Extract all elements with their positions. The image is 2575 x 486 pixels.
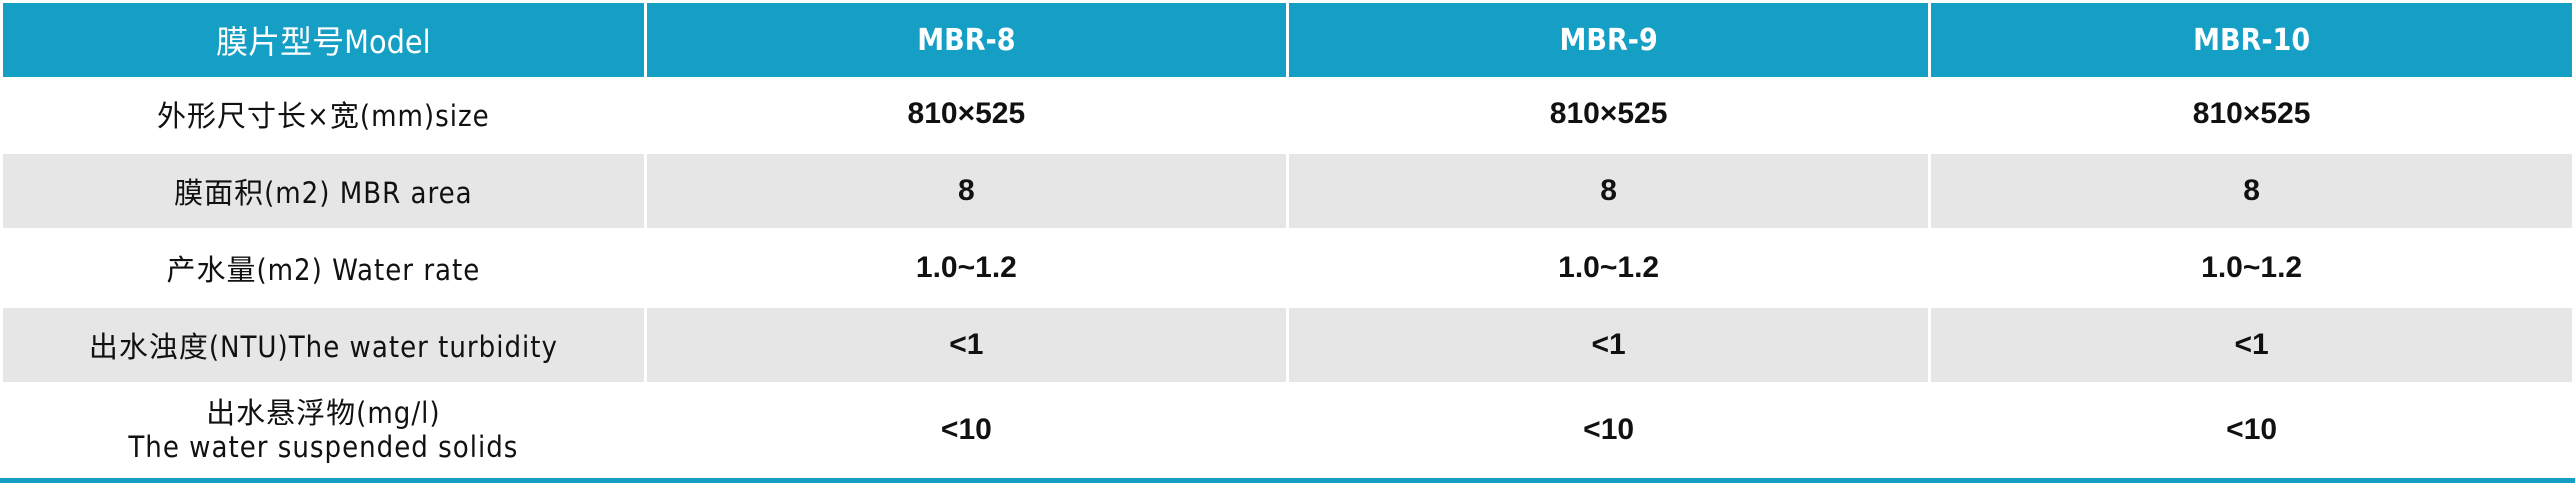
table-row: 出水悬浮物(mg/l) The water suspended solids <… <box>3 383 2572 475</box>
table-row: 产水量(m2) Water rate 1.0~1.2 1.0~1.2 1.0~1… <box>3 229 2572 307</box>
row-label: 出水悬浮物(mg/l) The water suspended solids <box>3 383 647 475</box>
row-label: 出水浊度(NTU)The water turbidity <box>3 305 647 385</box>
header-label: 膜片型号Model <box>3 3 647 77</box>
row-label-line2: The water suspended solids <box>128 430 519 464</box>
row-label: 膜面积(m2) MBR area <box>3 151 647 231</box>
row-label: 产水量(m2) Water rate <box>3 229 647 307</box>
table-row: 出水浊度(NTU)The water turbidity <1 <1 <1 <box>3 305 2572 385</box>
row-label: 外形尺寸长×宽(mm)size <box>3 77 647 153</box>
header-model: MBR-9 <box>1287 3 1932 77</box>
cell-value: 8 <box>1929 151 2572 231</box>
table-row: 膜面积(m2) MBR area 8 8 8 <box>3 151 2572 231</box>
cell-value: 1.0~1.2 <box>645 229 1290 307</box>
cell-value: 1.0~1.2 <box>1287 229 1932 307</box>
cell-value: 810×525 <box>645 77 1290 153</box>
header-model: MBR-10 <box>1929 3 2572 77</box>
cell-value: <10 <box>2226 413 2278 446</box>
table-row: 外形尺寸长×宽(mm)size 810×525 810×525 810×525 <box>3 77 2572 153</box>
cell-value: <1 <box>645 305 1290 385</box>
cell-value: 8 <box>645 151 1290 231</box>
cell-value: 810×525 <box>1287 77 1932 153</box>
header-model: MBR-8 <box>645 3 1290 77</box>
bottom-divider <box>0 478 2575 483</box>
cell-value: 810×525 <box>2192 97 2311 130</box>
spec-table: 膜片型号Model MBR-8 MBR-9 MBR-10 外形尺寸长×宽(mm)… <box>3 3 2572 475</box>
cell-value: <10 <box>1287 383 1932 475</box>
cell-value: <10 <box>645 383 1290 475</box>
cell-value: <1 <box>1929 305 2572 385</box>
row-label-line1: 出水悬浮物(mg/l) <box>206 396 441 430</box>
cell-value: 1.0~1.2 <box>2201 251 2303 284</box>
header-row: 膜片型号Model MBR-8 MBR-9 MBR-10 <box>3 3 2572 77</box>
cell-value: 8 <box>1287 151 1932 231</box>
cell-value: <1 <box>1287 305 1932 385</box>
